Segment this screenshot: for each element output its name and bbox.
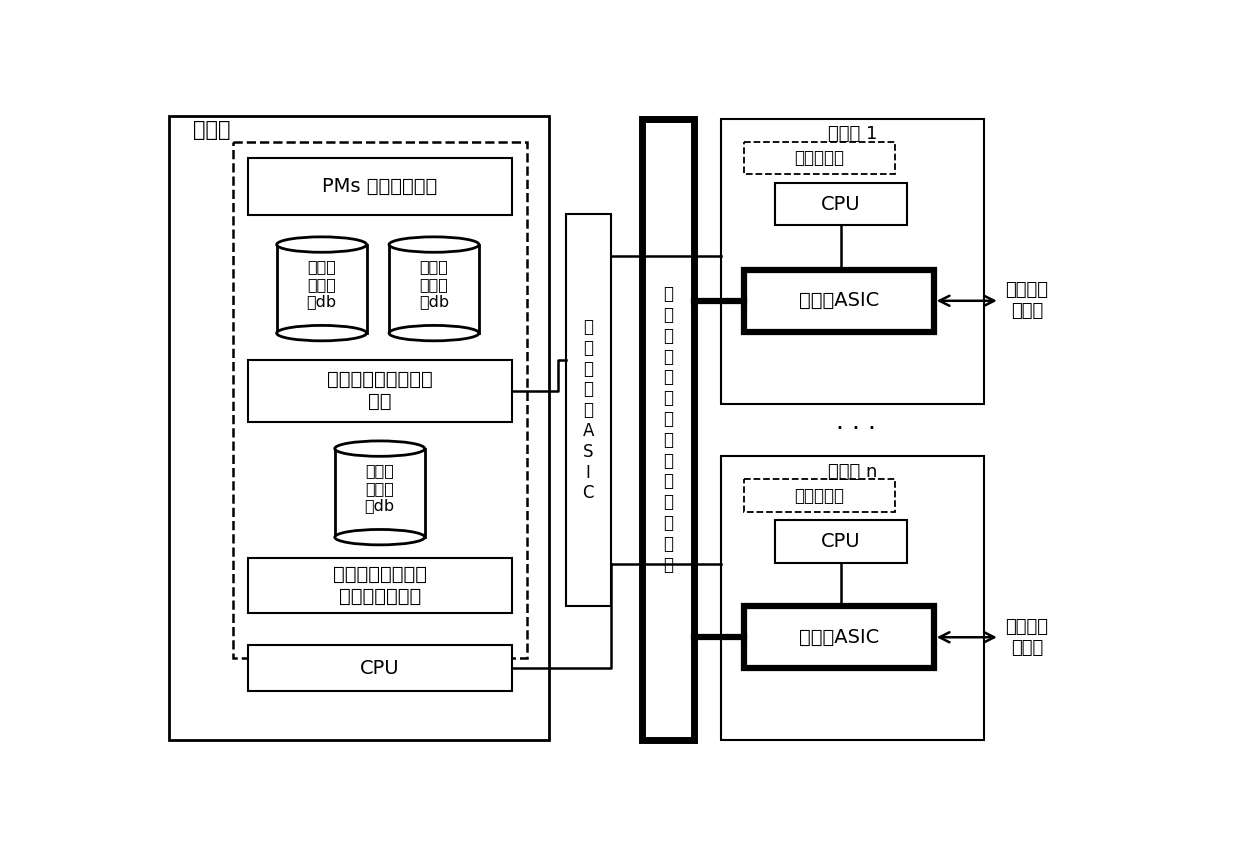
Text: 业务数据面慢速转发
处理: 业务数据面慢速转发 处理 [327,370,433,411]
Bar [775,520,906,563]
Bar [642,119,694,740]
Text: 数据面业
务端口: 数据面业 务端口 [1006,282,1048,320]
Bar [169,116,549,740]
Text: CPU: CPU [821,532,861,551]
Bar [744,270,934,332]
Text: 业务数
据面端
口db: 业务数 据面端 口db [365,464,394,513]
Text: 重定向驱动: 重定向驱动 [795,487,844,505]
Text: 数据面ASIC: 数据面ASIC [799,628,879,647]
Bar [720,119,985,404]
Ellipse shape [335,529,424,545]
Bar [720,456,985,740]
Text: 业务数
据面路
由db: 业务数 据面路 由db [306,260,337,309]
Bar [248,360,511,421]
Ellipse shape [335,441,424,456]
Text: 业务板 1: 业务板 1 [828,125,877,144]
Text: CPU: CPU [360,659,399,677]
Text: PMs 协议计算处理: PMs 协议计算处理 [322,177,438,196]
Text: 主控板: 主控板 [193,120,231,140]
Bar [565,214,611,607]
Ellipse shape [389,325,479,340]
Text: CPU: CPU [821,195,861,214]
Text: 业务数
据面邻
居db: 业务数 据面邻 居db [419,260,449,309]
Bar [744,607,934,668]
Text: 数据面ASIC: 数据面ASIC [799,291,879,311]
Bar [248,558,511,614]
Bar [744,479,895,511]
Text: 控
制
面
网
络
A
S
I
C: 控 制 面 网 络 A S I C [583,318,594,502]
Text: · · ·: · · · [836,417,877,442]
Bar [248,645,511,691]
Text: 虚拟业务端口驱动
嵌入式操作系统: 虚拟业务端口驱动 嵌入式操作系统 [332,565,427,606]
Bar [775,183,906,226]
Text: 业务板 n: 业务板 n [828,463,877,481]
Bar [248,157,511,215]
Bar [335,448,424,537]
Bar [277,244,367,333]
Bar [233,142,527,658]
Text: 重定向驱动: 重定向驱动 [795,149,844,168]
Ellipse shape [389,237,479,252]
Bar [744,142,895,174]
Ellipse shape [277,325,367,340]
Bar [389,244,479,333]
Text: 业
务
数
据
面
交
换
网
络
，
快
速
转
发: 业 务 数 据 面 交 换 网 络 ， 快 速 转 发 [663,285,673,574]
Text: 数据面业
务端口: 数据面业 务端口 [1006,618,1048,657]
Ellipse shape [277,237,367,252]
